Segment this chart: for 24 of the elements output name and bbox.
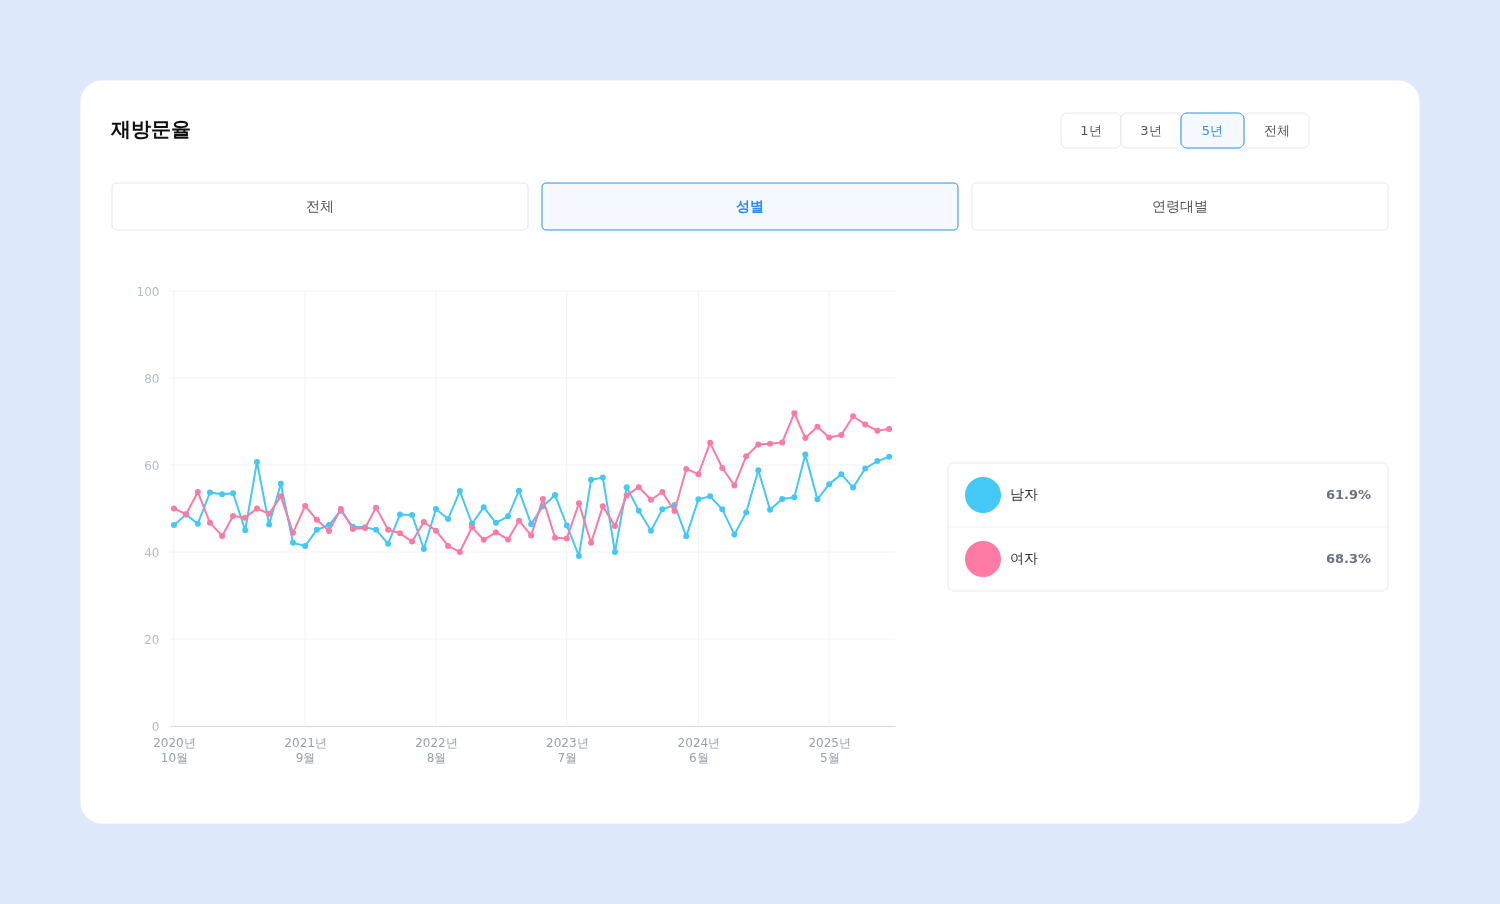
x-tick-label: 2024년 6월 <box>677 735 721 765</box>
text: 연령대별 <box>1152 197 1208 214</box>
text: 성별 <box>736 197 764 214</box>
text: 68.3% <box>1325 551 1371 566</box>
text: 61.9% <box>1325 487 1371 502</box>
y-tick-label: 100 <box>136 284 160 299</box>
legend-label: 남자 <box>1010 486 1038 502</box>
y-tick-label: 60 <box>144 458 160 473</box>
y-tick-label: 40 <box>144 545 160 560</box>
y-tick-label: 80 <box>144 371 160 386</box>
text: 3년 <box>1140 122 1162 138</box>
y-tick-label: 20 <box>144 632 160 647</box>
x-tick-label: 2020년 10월 <box>153 735 196 765</box>
x-tick-label: 2025년 5월 <box>808 735 851 765</box>
text: 전체 <box>306 197 334 214</box>
y-tick-label: 0 <box>151 719 160 734</box>
text: 1년 <box>1080 122 1102 138</box>
x-tick-label: 2023년 7월 <box>546 735 589 765</box>
text: 5년 <box>1201 122 1224 138</box>
text: 전체 <box>1263 122 1290 138</box>
x-tick-label: 2022년 8월 <box>415 735 458 765</box>
legend-label: 여자 <box>1010 550 1038 566</box>
chart-title: 재방문율 <box>110 117 191 141</box>
x-tick-label: 2021년 9월 <box>284 735 327 765</box>
